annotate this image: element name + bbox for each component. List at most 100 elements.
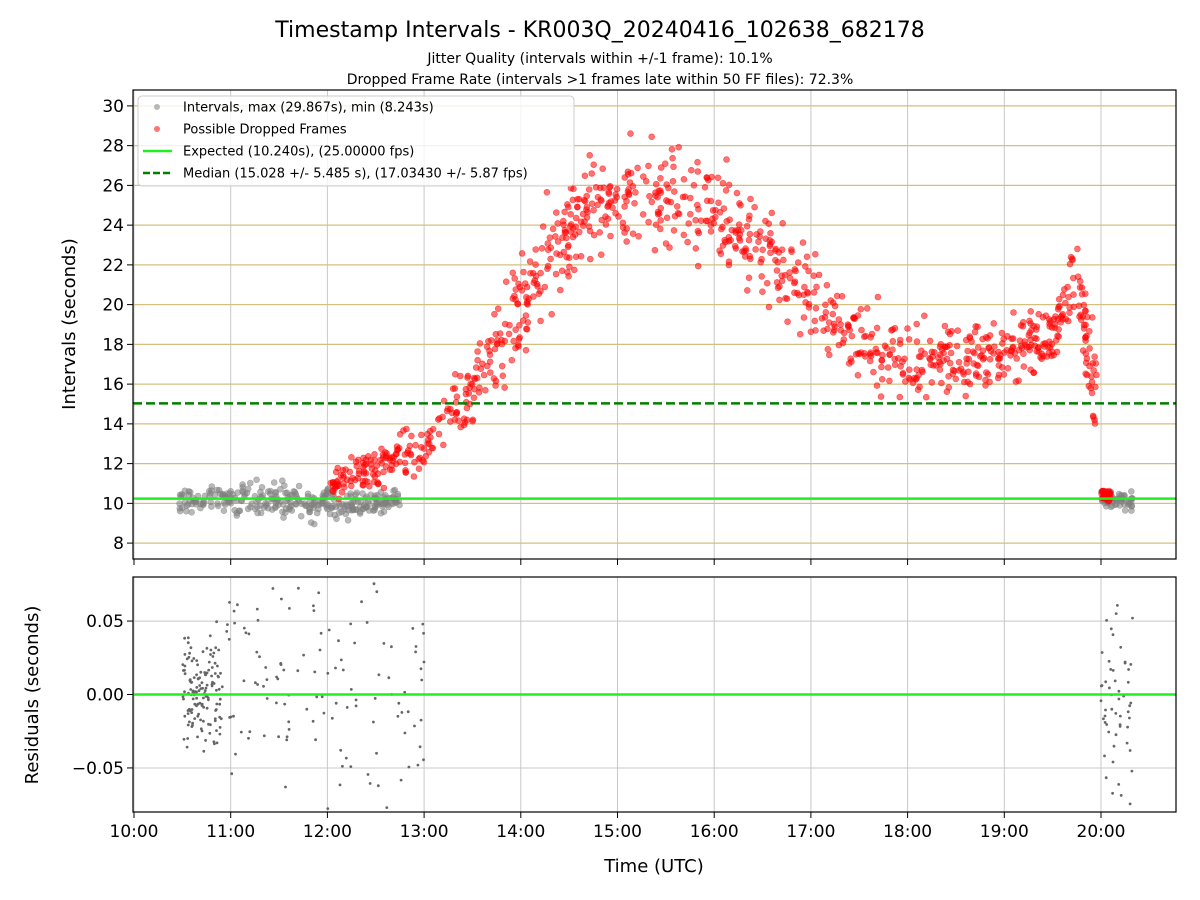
residual-point (202, 719, 205, 723)
dropped-frame-point (984, 334, 992, 342)
dropped-frame-point (1004, 364, 1012, 372)
dropped-frame-point (477, 365, 485, 373)
residual-point (282, 668, 286, 672)
dropped-frame-point (470, 385, 478, 393)
dropped-frame-point (810, 272, 818, 280)
dropped-frame-point (862, 332, 870, 340)
dropped-frame-point (800, 314, 808, 321)
residual-point (376, 784, 380, 788)
dropped-frame-point (562, 234, 570, 242)
dropped-frame-point (588, 200, 596, 207)
dropped-frame-point (781, 271, 789, 279)
dropped-frame-point (737, 202, 744, 209)
dropped-frame-point (686, 210, 694, 218)
dropped-frame-point (520, 268, 527, 276)
dropped-frame-point (499, 372, 507, 380)
interval-point (192, 500, 200, 508)
dropped-frame-point (639, 211, 647, 218)
dropped-frame-point (1031, 334, 1038, 342)
y-tick-label: −0.05 (72, 759, 124, 779)
dropped-frame-point (1033, 323, 1041, 331)
interval-point (247, 479, 254, 487)
residual-point (1128, 749, 1132, 752)
dropped-frame-point (805, 304, 813, 311)
dropped-frame-point (474, 348, 481, 355)
x-tick-label: 19:00 (980, 822, 1029, 842)
residual-point (210, 666, 214, 669)
residual-point (213, 742, 216, 746)
dropped-frame-point (973, 361, 981, 369)
residual-point (318, 648, 322, 652)
dropped-frame-point (652, 221, 660, 228)
residual-point (225, 630, 229, 633)
dropped-frame-point (945, 384, 953, 391)
residual-point (193, 702, 197, 706)
dropped-frame-point (788, 246, 795, 253)
dropped-frame-point (998, 364, 1006, 371)
x-tick-label: 13:00 (400, 822, 449, 842)
dropped-frame-point (680, 176, 688, 183)
y-tick-label: 30 (102, 97, 124, 117)
interval-point (188, 508, 195, 516)
dropped-frame-point (818, 315, 826, 322)
dropped-frame-point (779, 220, 787, 227)
dropped-frame-point (569, 233, 577, 241)
interval-point (266, 490, 274, 498)
residual-point (185, 745, 189, 749)
residual-point (414, 645, 418, 648)
residual-point (207, 722, 210, 726)
dropped-frame-point (846, 326, 854, 334)
dropped-frame-point (604, 215, 612, 222)
dropped-frame-point (694, 158, 701, 166)
dropped-frame-point (896, 393, 904, 401)
dropped-frame-point (945, 372, 952, 380)
dropped-frame-point (728, 226, 736, 234)
residual-point (193, 717, 197, 720)
residual-point (319, 631, 323, 635)
residual-point (215, 741, 219, 745)
residual-point (247, 736, 250, 740)
dropped-frame-point (585, 186, 593, 193)
dropped-frame-point (623, 225, 631, 232)
residual-point (1111, 760, 1115, 764)
dropped-frame-point (986, 355, 994, 363)
dropped-frame-point (581, 218, 588, 225)
dropped-frame-point (566, 222, 574, 230)
residual-point (207, 660, 211, 664)
residual-point (283, 702, 287, 706)
interval-point (356, 503, 364, 511)
dropped-frame-point (679, 193, 687, 201)
dropped-frame-point (823, 281, 831, 289)
residual-point (285, 735, 289, 739)
dropped-frame-point (926, 337, 934, 345)
dropped-frame-point (968, 338, 975, 345)
y-tick-label: 24 (102, 216, 124, 236)
dropped-frame-point (424, 440, 432, 447)
dropped-frame-point (537, 269, 544, 277)
residual-point (353, 641, 356, 645)
dropped-frame-point (913, 374, 921, 382)
dropped-frame-point (778, 277, 786, 285)
dropped-frame-point (854, 350, 862, 357)
residual-point (311, 719, 315, 723)
dropped-frame-point (1017, 342, 1025, 350)
dropped-frame-point (1031, 342, 1039, 350)
residual-point (1126, 680, 1130, 684)
residual-point (207, 668, 211, 672)
dropped-frame-point (1041, 339, 1049, 347)
residual-point (1109, 627, 1113, 631)
y-tick-label: 8 (113, 534, 124, 554)
residual-point (1110, 707, 1114, 711)
dropped-frame-point (631, 200, 638, 207)
dropped-frame-point (810, 289, 818, 296)
dropped-frame-point (543, 189, 551, 196)
dropped-frame-point (645, 162, 652, 170)
dropped-frame-point (410, 473, 418, 480)
residual-point (287, 728, 291, 731)
residual-point (219, 671, 222, 675)
interval-point (342, 510, 350, 518)
residual-point (256, 683, 259, 686)
dropped-frame-point (411, 458, 418, 466)
residual-point (236, 603, 239, 607)
